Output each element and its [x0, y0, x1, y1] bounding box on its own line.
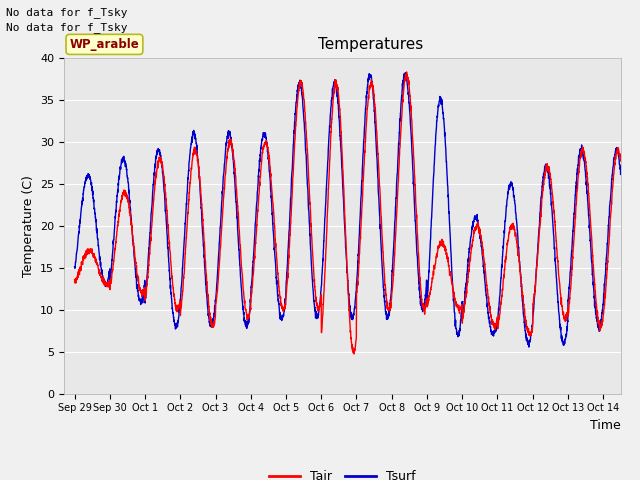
Title: Temperatures: Temperatures: [317, 37, 423, 52]
Y-axis label: Temperature (C): Temperature (C): [22, 175, 35, 276]
Text: No data for f_Tsky: No data for f_Tsky: [6, 7, 128, 18]
X-axis label: Time: Time: [590, 419, 621, 432]
Text: WP_arable: WP_arable: [70, 38, 140, 51]
Text: No data for f_Tsky: No data for f_Tsky: [6, 22, 128, 33]
Legend: Tair, Tsurf: Tair, Tsurf: [264, 465, 420, 480]
